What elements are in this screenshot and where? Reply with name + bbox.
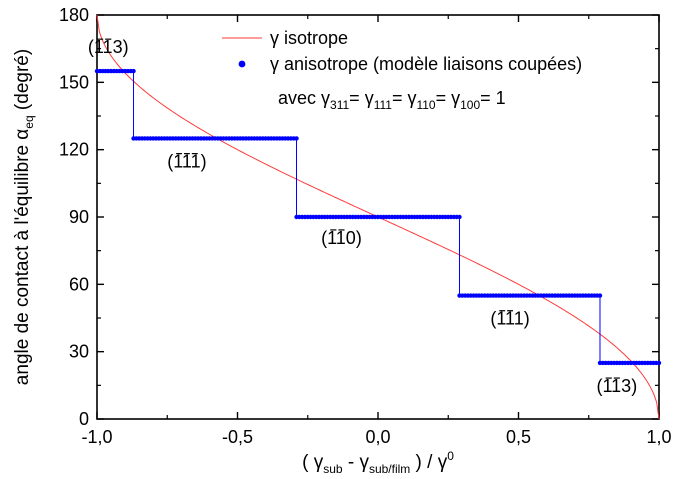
legend-anisotrope-marker: [238, 60, 246, 68]
series-anisotrope-point: [656, 360, 662, 366]
y-tick-labels: 0 30 60 90 120 150 180: [59, 5, 89, 429]
x-tick-label: 1,0: [646, 427, 671, 447]
miller-index-label: (111): [167, 152, 206, 172]
series-anisotrope-point: [294, 136, 299, 141]
series-anisotrope-point: [597, 293, 603, 298]
miller-index-label: (113): [597, 376, 638, 396]
x-tick-label: 0,0: [365, 427, 390, 447]
miller-index-label: (110): [321, 228, 362, 248]
y-tick-label: 90: [69, 207, 89, 227]
y-tick-label: 0: [79, 409, 89, 429]
x-tick-label: -0,5: [222, 427, 253, 447]
series-layer: [94, 14, 662, 420]
series-anisotrope-point: [457, 214, 462, 220]
axis-ticks: [96, 14, 660, 420]
y-tick-label: 30: [69, 342, 89, 362]
legend-isotrope-label: γ isotrope: [270, 28, 348, 48]
y-axis-title: angle de contact à l'équilibre αeq (degr…: [12, 49, 36, 385]
series-anisotrope-point: [131, 68, 136, 74]
x-axis-title: ( γsub - γsub/film ) / γ0: [302, 449, 454, 476]
parameter-note: avec γ311= γ111= γ110= γ100= 1: [278, 88, 506, 112]
y-tick-label: 180: [59, 5, 89, 25]
x-tick-label: -1,0: [81, 427, 112, 447]
miller-index-label: (113): [88, 37, 129, 57]
x-tick-label: 0,5: [506, 427, 531, 447]
y-tick-label: 60: [69, 274, 89, 294]
y-tick-label: 150: [59, 72, 89, 92]
legend-anisotrope-label: γ anisotrope (modèle liaisons coupées): [270, 54, 582, 74]
y-tick-label: 120: [59, 140, 89, 160]
annotations-layer: (113) (111) (110) (111) (113): [88, 37, 637, 396]
miller-index-label: (111): [490, 309, 529, 329]
x-tick-labels: -1,0 -0,5 0,0 0,5 1,0: [81, 427, 671, 447]
